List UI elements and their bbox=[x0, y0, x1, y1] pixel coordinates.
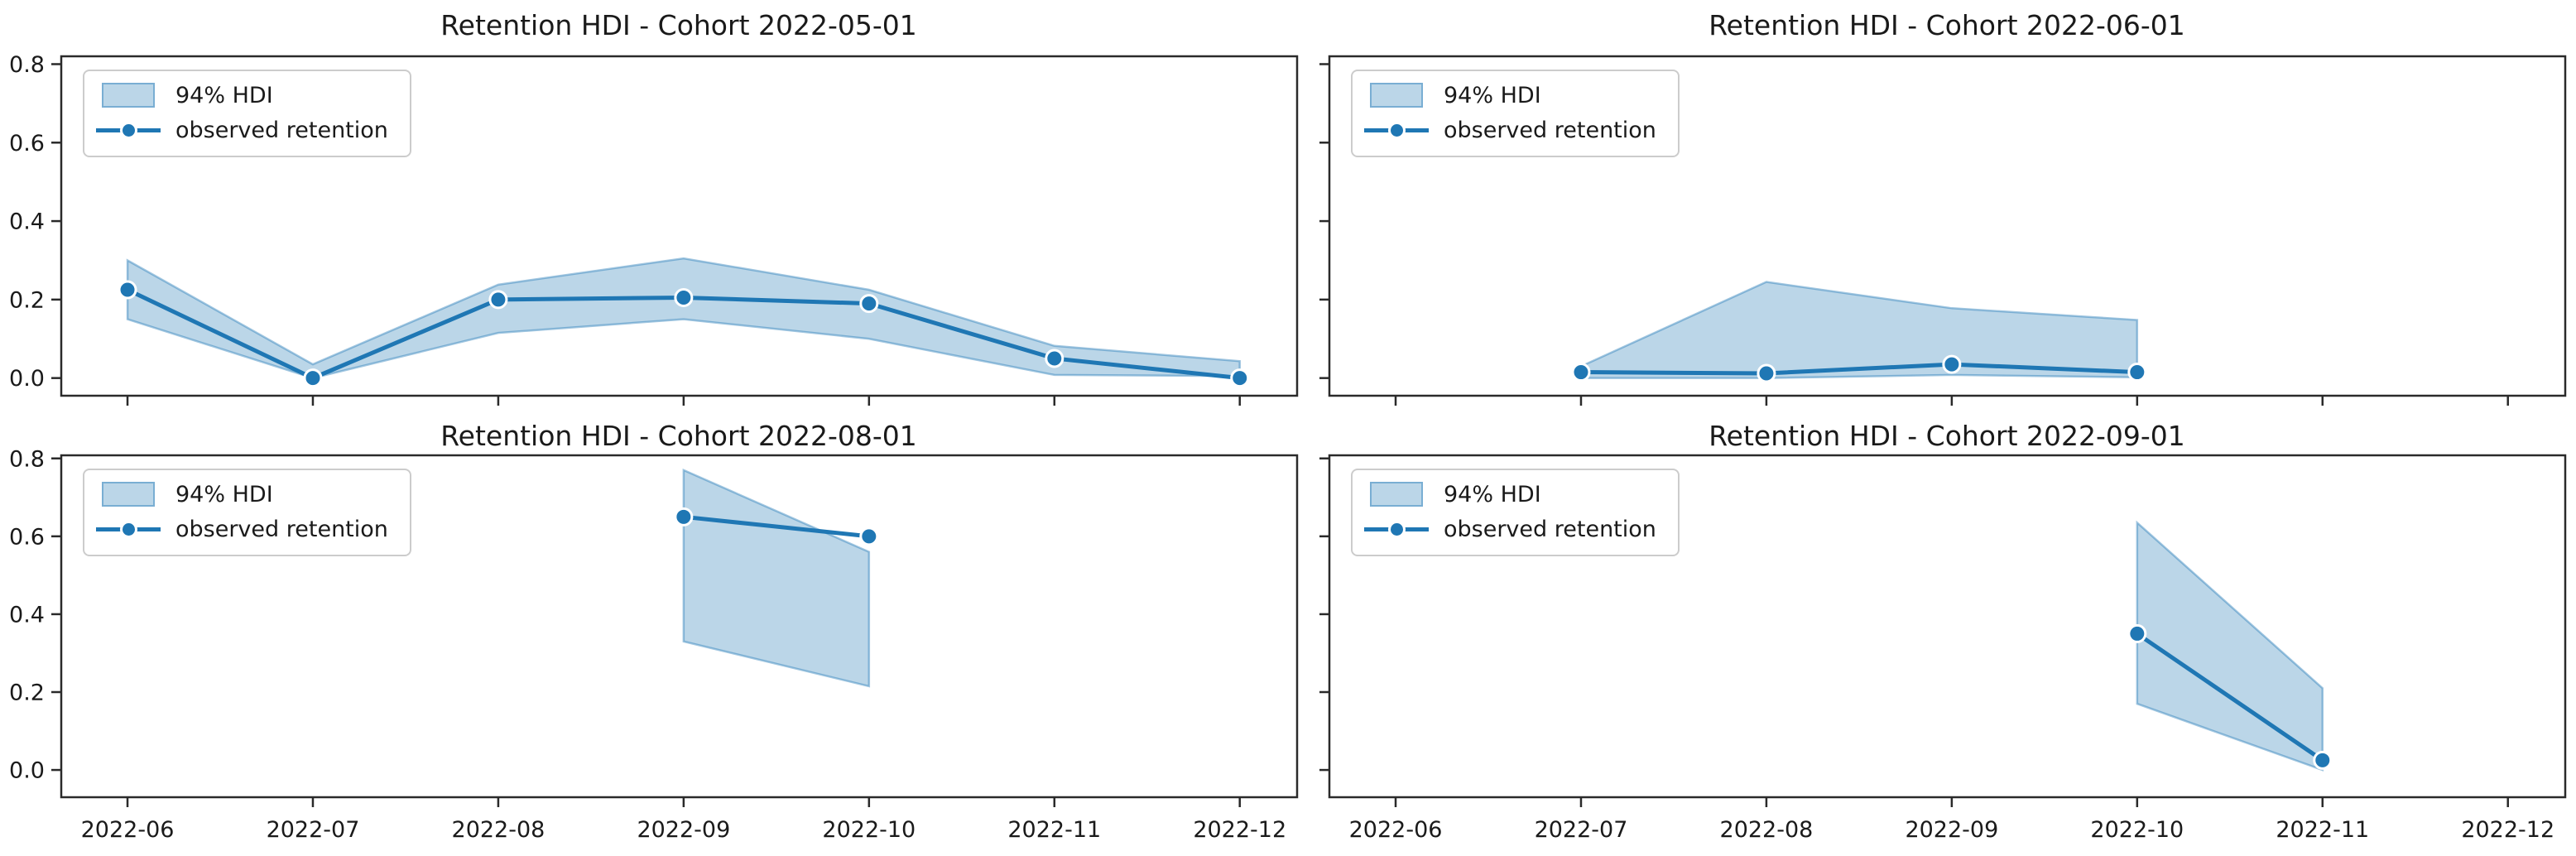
observed-marker bbox=[1571, 363, 1591, 382]
subplot-title: Retention HDI - Cohort 2022-06-01 bbox=[1709, 9, 2185, 41]
hdi-band bbox=[682, 468, 871, 688]
legend: 94% HDI observed retention bbox=[1351, 469, 1680, 556]
observed-marker bbox=[1942, 354, 1962, 374]
legend: 94% HDI observed retention bbox=[1351, 70, 1680, 157]
legend: 94% HDI observed retention bbox=[83, 70, 411, 157]
x-tick-label: 2022-06 bbox=[1349, 817, 1443, 843]
x-tick-label: 2022-06 bbox=[81, 817, 175, 843]
y-tick-label: 0.0 bbox=[9, 366, 45, 392]
observed-marker bbox=[859, 294, 879, 314]
observed-marker bbox=[303, 368, 323, 388]
legend-item-observed: observed retention bbox=[1364, 513, 1656, 545]
hdi-band-swatch-icon bbox=[102, 83, 155, 108]
axes-frame bbox=[60, 454, 1299, 799]
x-tick-label: 2022-09 bbox=[1905, 817, 1998, 843]
legend-item-hdi: 94% HDI bbox=[96, 79, 388, 111]
legend-item-hdi: 94% HDI bbox=[1364, 478, 1656, 510]
hdi-band-swatch-icon bbox=[1370, 482, 1423, 507]
subplot-title: Retention HDI - Cohort 2022-09-01 bbox=[1709, 420, 2185, 452]
observed-marker bbox=[1757, 363, 1776, 383]
observed-line-swatch-icon bbox=[1364, 517, 1429, 541]
x-tick-label: 2022-12 bbox=[2461, 817, 2554, 843]
observed-line-swatch-icon bbox=[96, 118, 161, 142]
legend-item-hdi: 94% HDI bbox=[1364, 79, 1656, 111]
x-tick-label: 2022-09 bbox=[637, 817, 730, 843]
y-tick-label: 0.0 bbox=[9, 758, 45, 784]
x-tick-label: 2022-12 bbox=[1193, 817, 1286, 843]
observed-marker bbox=[118, 280, 137, 300]
legend-label: observed retention bbox=[175, 516, 388, 542]
y-tick-label: 0.4 bbox=[9, 209, 45, 235]
observed-marker bbox=[674, 288, 694, 308]
legend: 94% HDI observed retention bbox=[83, 469, 411, 556]
observed-marker bbox=[2313, 750, 2333, 770]
observed-line-swatch-icon bbox=[96, 517, 161, 541]
observed-line bbox=[1579, 362, 2140, 376]
hdi-band-swatch-icon bbox=[102, 482, 155, 507]
legend-label: 94% HDI bbox=[1444, 481, 1541, 507]
y-tick-label: 0.8 bbox=[9, 446, 45, 472]
legend-item-observed: observed retention bbox=[1364, 114, 1656, 146]
observed-line-swatch-icon bbox=[1364, 118, 1429, 142]
y-tick-label: 0.2 bbox=[9, 680, 45, 705]
y-tick-label: 0.8 bbox=[9, 52, 45, 78]
observed-line bbox=[681, 514, 872, 539]
legend-label: observed retention bbox=[1444, 117, 1656, 143]
subplot-title: Retention HDI - Cohort 2022-05-01 bbox=[440, 9, 917, 41]
y-tick-label: 0.6 bbox=[9, 131, 45, 156]
observed-marker bbox=[1230, 368, 1250, 388]
axes-frame bbox=[1328, 454, 2567, 799]
observed-line bbox=[2135, 631, 2325, 762]
legend-item-hdi: 94% HDI bbox=[96, 478, 388, 510]
hdi-band bbox=[2136, 520, 2324, 772]
legend-label: 94% HDI bbox=[1444, 82, 1541, 108]
y-tick-label: 0.6 bbox=[9, 524, 45, 550]
subplot-title: Retention HDI - Cohort 2022-08-01 bbox=[440, 420, 917, 452]
x-tick-label: 2022-10 bbox=[822, 817, 916, 843]
x-tick-label: 2022-11 bbox=[2276, 817, 2369, 843]
y-tick-label: 0.4 bbox=[9, 602, 45, 628]
x-tick-label: 2022-08 bbox=[1720, 817, 1814, 843]
x-tick-label: 2022-10 bbox=[2090, 817, 2184, 843]
observed-marker bbox=[2127, 623, 2147, 643]
x-tick-label: 2022-08 bbox=[452, 817, 545, 843]
legend-label: 94% HDI bbox=[175, 481, 273, 507]
legend-item-observed: observed retention bbox=[96, 513, 388, 545]
x-tick-label: 2022-11 bbox=[1007, 817, 1101, 843]
plot-area-cohort-2022-08-01: 0.0 0.2 0.4 0.6 0.8 2022-06 2022-07 2022-08 2022… bbox=[9, 446, 1299, 843]
legend-label: 94% HDI bbox=[175, 82, 273, 108]
legend-item-observed: observed retention bbox=[96, 114, 388, 146]
hdi-band-swatch-icon bbox=[1370, 83, 1423, 108]
x-tick-label: 2022-07 bbox=[1535, 817, 1628, 843]
observed-marker bbox=[1045, 349, 1065, 368]
hdi-band bbox=[1579, 281, 2139, 379]
legend-label: observed retention bbox=[175, 117, 388, 143]
axes-frame bbox=[60, 55, 1299, 397]
axes-frame bbox=[1328, 55, 2567, 397]
y-tick-label: 0.2 bbox=[9, 287, 45, 313]
plot-area-cohort-2022-09-01: 2022-06 2022-07 2022-08 2022-09 2022-10 2022-… bbox=[1319, 454, 2567, 843]
observed-marker bbox=[488, 290, 508, 310]
observed-marker bbox=[674, 507, 694, 527]
plot-area-cohort-2022-05-01: 0.0 0.2 0.4 0.6 0.8 bbox=[9, 52, 1299, 406]
observed-marker bbox=[859, 527, 879, 546]
legend-label: observed retention bbox=[1444, 516, 1656, 542]
x-tick-label: 2022-07 bbox=[267, 817, 360, 843]
plot-area-cohort-2022-06-01 bbox=[1319, 55, 2567, 406]
observed-marker bbox=[2127, 363, 2147, 382]
